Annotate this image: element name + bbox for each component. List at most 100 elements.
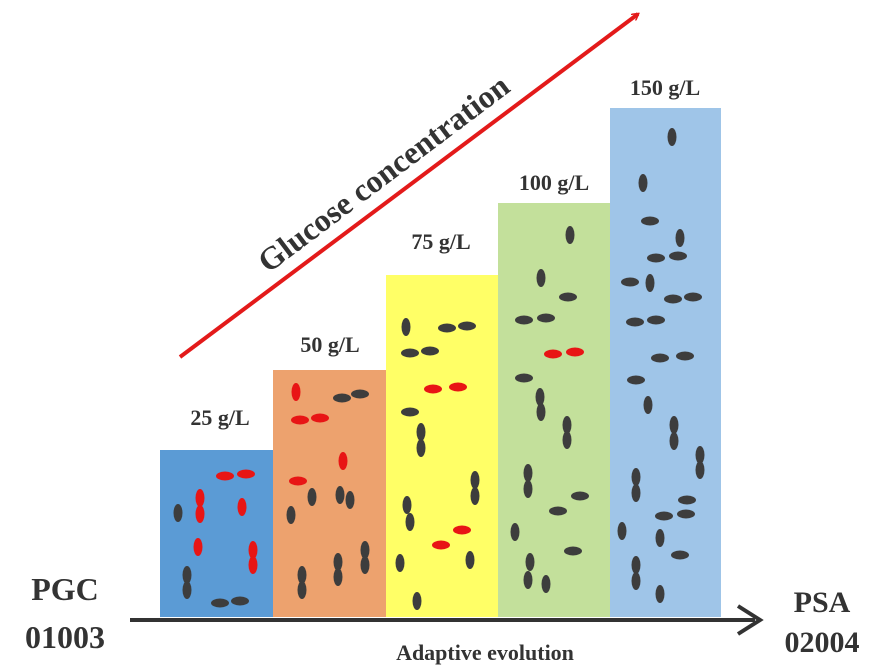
cell [291, 415, 309, 425]
cell [515, 315, 533, 325]
cell [525, 553, 535, 571]
cell [537, 313, 555, 323]
cell [677, 509, 695, 519]
cell [515, 373, 533, 383]
cell [248, 541, 258, 559]
cell [675, 229, 685, 247]
cell [695, 461, 705, 479]
cell [360, 556, 370, 574]
cell [684, 292, 702, 302]
cell [470, 487, 480, 505]
cell [333, 393, 351, 403]
cell [453, 525, 471, 535]
cell [621, 277, 639, 287]
start-strain: PGC [31, 571, 99, 607]
start-strain: 01003 [25, 619, 105, 655]
cell [669, 251, 687, 261]
concentration-arrow [178, 12, 638, 359]
cell [338, 452, 348, 470]
cell [655, 511, 673, 521]
cell [432, 540, 450, 550]
cell [401, 348, 419, 358]
axis-arrowhead [736, 604, 764, 636]
cell [412, 592, 422, 610]
cell [536, 403, 546, 421]
cell [289, 476, 307, 486]
stage-label: 150 g/L [630, 75, 700, 100]
cell [535, 388, 545, 406]
cell [626, 317, 644, 327]
cell [470, 471, 480, 489]
cell [671, 550, 689, 560]
cell [559, 292, 577, 302]
stage-bar [610, 108, 721, 617]
stage-bar [273, 370, 386, 617]
cell [655, 585, 665, 603]
cell [449, 382, 467, 392]
cell [678, 495, 696, 505]
axis-label: Adaptive evolution [396, 640, 574, 665]
cell [286, 506, 296, 524]
stage-bar [160, 450, 273, 617]
stage-label: 25 g/L [190, 405, 249, 430]
cell [566, 347, 584, 357]
cells [173, 128, 705, 610]
cell [638, 174, 648, 192]
cell [669, 432, 679, 450]
cell [523, 571, 533, 589]
cell [351, 389, 369, 399]
cell [333, 568, 343, 586]
cell [641, 216, 659, 226]
cell [631, 556, 641, 574]
cell [562, 431, 572, 449]
cell [647, 253, 665, 263]
cell [182, 566, 192, 584]
cell [523, 480, 533, 498]
cell [401, 407, 419, 417]
cell [631, 468, 641, 486]
cell [645, 274, 655, 292]
cell [424, 384, 442, 394]
cell [655, 529, 665, 547]
cell [536, 269, 546, 287]
cell [695, 446, 705, 464]
cell [402, 496, 412, 514]
end-strain: 02004 [785, 626, 860, 659]
cell [311, 413, 329, 423]
cell [458, 321, 476, 331]
cell [544, 349, 562, 359]
cell [405, 513, 415, 531]
cell [523, 464, 533, 482]
cell [664, 294, 682, 304]
cell [562, 416, 572, 434]
cell [291, 383, 301, 401]
cell [571, 491, 589, 501]
stage-label: 75 g/L [411, 229, 470, 254]
cell [307, 488, 317, 506]
cell [333, 553, 343, 571]
stage-label: 50 g/L [300, 332, 359, 357]
cell [541, 575, 551, 593]
cell [416, 439, 426, 457]
cell [335, 486, 345, 504]
cell [195, 489, 205, 507]
cell [669, 416, 679, 434]
cell [438, 323, 456, 333]
cell [297, 581, 307, 599]
cell [421, 346, 439, 356]
cell [643, 396, 653, 414]
cell [549, 506, 567, 516]
cell [617, 522, 627, 540]
cell [651, 353, 669, 363]
cell [237, 469, 255, 479]
cell [395, 554, 405, 572]
stage-bars [160, 108, 721, 617]
cell [193, 538, 203, 556]
cell [195, 505, 205, 523]
cell [401, 318, 411, 336]
cell [416, 423, 426, 441]
cell [182, 581, 192, 599]
cell [647, 315, 665, 325]
cell [627, 375, 645, 385]
